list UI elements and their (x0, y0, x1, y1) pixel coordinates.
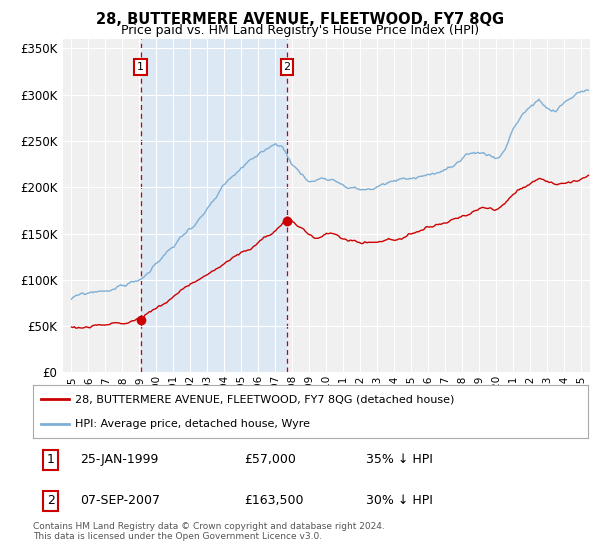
Text: HPI: Average price, detached house, Wyre: HPI: Average price, detached house, Wyre (74, 418, 310, 428)
Text: 1: 1 (137, 62, 144, 72)
Text: Contains HM Land Registry data © Crown copyright and database right 2024.
This d: Contains HM Land Registry data © Crown c… (33, 522, 385, 542)
Text: £163,500: £163,500 (244, 494, 304, 507)
Text: 2: 2 (284, 62, 291, 72)
Text: 2: 2 (47, 494, 55, 507)
Text: 28, BUTTERMERE AVENUE, FLEETWOOD, FY7 8QG: 28, BUTTERMERE AVENUE, FLEETWOOD, FY7 8Q… (96, 12, 504, 27)
Text: £57,000: £57,000 (244, 453, 296, 466)
Text: 35% ↓ HPI: 35% ↓ HPI (366, 453, 433, 466)
Text: 07-SEP-2007: 07-SEP-2007 (80, 494, 160, 507)
Text: 30% ↓ HPI: 30% ↓ HPI (366, 494, 433, 507)
Bar (140, 39, 287, 372)
Text: Price paid vs. HM Land Registry's House Price Index (HPI): Price paid vs. HM Land Registry's House … (121, 24, 479, 36)
Text: 1: 1 (47, 453, 55, 466)
Text: 25-JAN-1999: 25-JAN-1999 (80, 453, 158, 466)
Text: 28, BUTTERMERE AVENUE, FLEETWOOD, FY7 8QG (detached house): 28, BUTTERMERE AVENUE, FLEETWOOD, FY7 8Q… (74, 394, 454, 404)
